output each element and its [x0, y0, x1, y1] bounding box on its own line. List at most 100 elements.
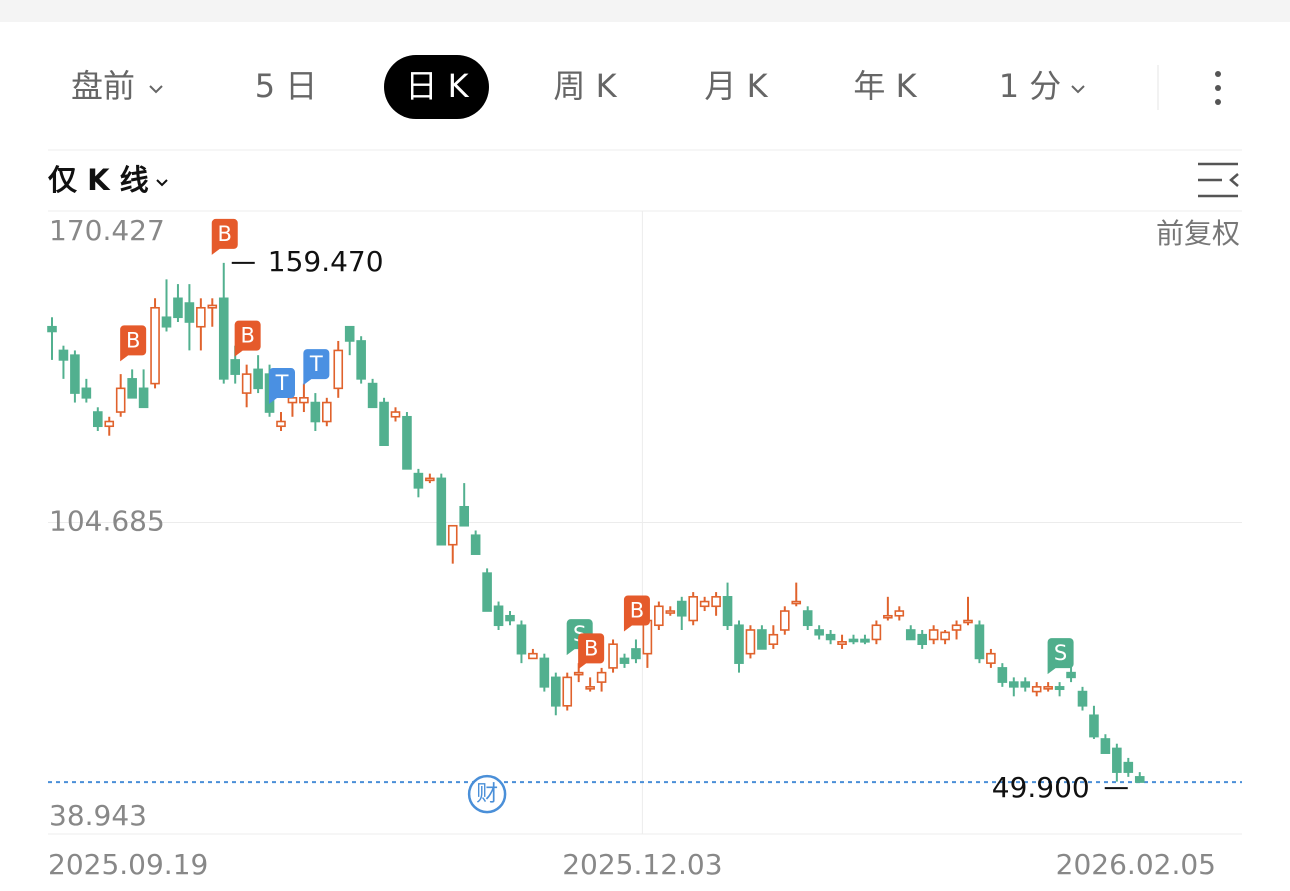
- marker-label: T: [275, 371, 289, 395]
- candle-body: [1100, 738, 1111, 754]
- candle-body: [333, 349, 344, 390]
- candle-body: [310, 401, 321, 423]
- trade-marker: B: [623, 595, 650, 632]
- candle-body: [986, 652, 996, 664]
- more-menu[interactable]: [1215, 71, 1221, 105]
- candle-body: [230, 359, 240, 375]
- candle-body: [356, 340, 366, 380]
- y-tick-label: 170.427: [49, 214, 165, 247]
- candle-body: [344, 325, 355, 342]
- candle-body: [58, 349, 69, 361]
- tab[interactable]: 日 K: [405, 67, 469, 105]
- candle-body: [871, 624, 882, 641]
- tab[interactable]: 周 K: [553, 67, 617, 105]
- candle-body: [585, 686, 595, 690]
- candle-body: [676, 600, 687, 617]
- candle-body: [528, 652, 538, 660]
- candle-body: [688, 596, 699, 622]
- chart-mode[interactable]: 仅 K 线: [48, 163, 149, 197]
- dropdown-chevron[interactable]: [149, 85, 163, 94]
- candle-body: [482, 572, 492, 612]
- trade-marker: B: [211, 218, 238, 255]
- candle-body: [562, 676, 573, 707]
- candle-body: [1043, 686, 1053, 690]
- dropdown-chevron[interactable]: [1071, 85, 1085, 94]
- candle-body: [425, 477, 435, 482]
- candle-body: [459, 505, 470, 527]
- candle-body: [218, 297, 229, 380]
- candle-body: [539, 657, 550, 688]
- annotation-label: 49.900: [992, 771, 1090, 804]
- trade-marker: S: [1047, 638, 1074, 675]
- annotation-label: 159.470: [268, 245, 384, 278]
- settings-icon[interactable]: [1198, 162, 1239, 198]
- candle-body: [241, 373, 252, 394]
- candle-body: [883, 614, 893, 619]
- candle-body: [447, 524, 458, 546]
- marker-bubble: [1047, 638, 1074, 675]
- marker-bubble: [211, 218, 238, 255]
- event-badge-label[interactable]: 财: [476, 782, 498, 807]
- candle-body: [802, 610, 813, 627]
- candle-body: [413, 472, 424, 489]
- marker-bubble: [578, 633, 605, 670]
- tab[interactable]: 5 日: [255, 67, 318, 105]
- candle-body: [516, 624, 527, 655]
- x-tick-label: 2025.09.19: [48, 848, 208, 881]
- candle-body: [734, 624, 744, 664]
- candle-body: [207, 304, 218, 309]
- candle-body: [1054, 686, 1065, 691]
- candle-body: [505, 614, 515, 622]
- candle-body: [1020, 681, 1031, 688]
- candle-body: [848, 638, 859, 643]
- candle-body: [550, 676, 561, 707]
- candle-body: [367, 382, 378, 409]
- trade-marker: T: [303, 349, 330, 386]
- tab[interactable]: 盘前: [71, 67, 135, 105]
- candle-body: [184, 302, 195, 323]
- candle-body: [642, 619, 653, 655]
- marker-bubble: [623, 595, 650, 632]
- candle-body: [757, 629, 767, 650]
- candle-body: [390, 411, 401, 418]
- candle-body: [1123, 761, 1134, 773]
- x-tick-label: 2026.02.05: [1056, 848, 1216, 881]
- marker-bubble: [234, 320, 261, 357]
- adjust-label[interactable]: 前复权: [1156, 217, 1240, 250]
- tab[interactable]: 年 K: [853, 67, 917, 105]
- event-badge[interactable]: [467, 774, 507, 814]
- candle-body: [287, 397, 298, 404]
- candle-body: [596, 671, 607, 683]
- marker-bubble: [120, 325, 147, 362]
- marker-label: B: [584, 636, 598, 660]
- tab-selected-bg[interactable]: [384, 55, 489, 119]
- candle-body: [654, 605, 664, 627]
- candle-body: [1089, 714, 1099, 738]
- candle-body: [81, 387, 92, 399]
- trade-marker: B: [234, 320, 261, 357]
- candle-body: [321, 401, 332, 423]
- candle-body: [928, 629, 939, 641]
- candle-body: [791, 600, 802, 605]
- marker-label: B: [630, 598, 644, 622]
- candle-body: [997, 667, 1008, 683]
- candle-body: [276, 420, 286, 428]
- marker-bubble: [303, 349, 330, 386]
- candle-body: [93, 411, 103, 428]
- candle-body: [1134, 776, 1145, 783]
- dropdown-chevron[interactable]: [156, 179, 168, 187]
- candle-body: [1066, 671, 1076, 679]
- trade-marker: B: [578, 633, 605, 670]
- candle-body: [745, 629, 756, 655]
- tab[interactable]: 1 分: [999, 67, 1062, 105]
- candle-body: [1077, 690, 1088, 707]
- candle-body: [1031, 686, 1042, 693]
- trade-marker: T: [269, 368, 295, 405]
- tab[interactable]: 月 K: [704, 67, 768, 105]
- candle-body: [940, 631, 950, 641]
- candle-body: [699, 600, 710, 608]
- candle-body: [825, 633, 836, 641]
- candle-body: [894, 610, 905, 617]
- marker-label: B: [218, 222, 232, 246]
